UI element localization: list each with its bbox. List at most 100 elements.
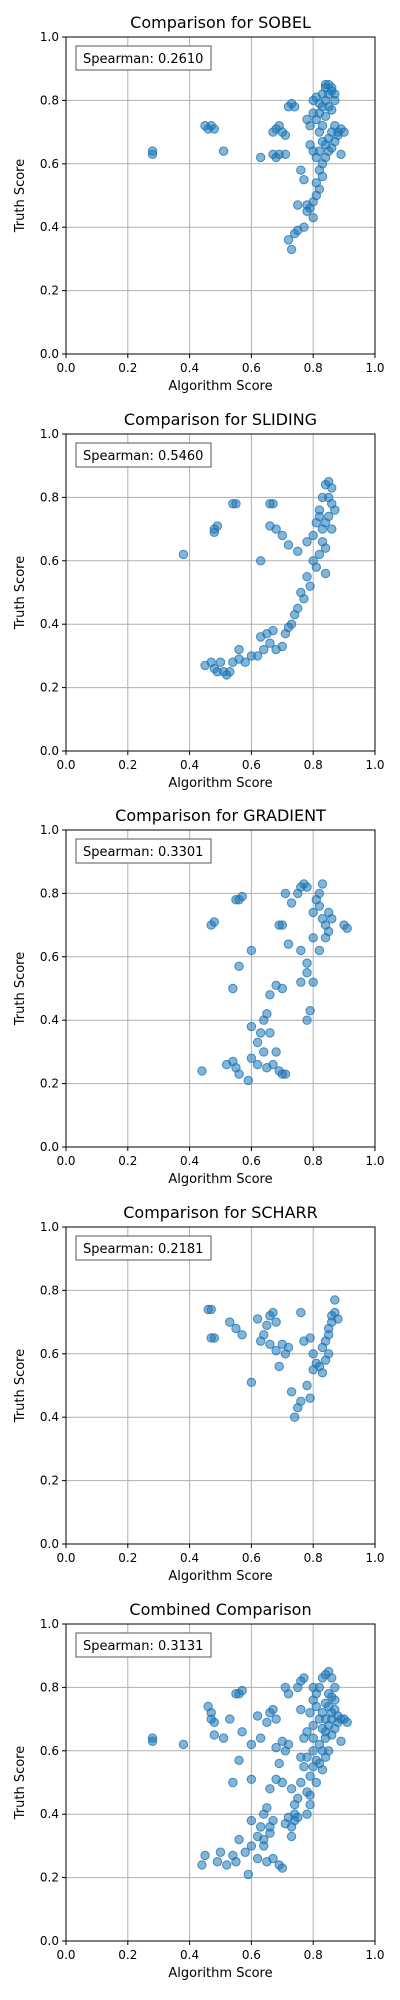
- scatter-point: [327, 524, 337, 534]
- scatter-point: [302, 958, 312, 968]
- scatter-point: [317, 136, 328, 147]
- scatter-point: [259, 1330, 269, 1340]
- y-tick-label: 0.8: [40, 93, 59, 107]
- scatter-point: [252, 651, 263, 661]
- scatter-point: [299, 1761, 309, 1772]
- y-tick-label: 0.6: [40, 1347, 59, 1361]
- scatter-point: [289, 1815, 300, 1826]
- scatter-point: [246, 1053, 257, 1063]
- scatter-point: [234, 961, 244, 972]
- scatter-point: [305, 1708, 315, 1718]
- scatter-point: [330, 1682, 340, 1693]
- scatter-point: [308, 977, 318, 987]
- scatter-point: [305, 581, 315, 591]
- scatter-point: [252, 1711, 263, 1721]
- plot-frame: [65, 1623, 376, 1942]
- scatter-point: [308, 212, 318, 223]
- scatter-point: [299, 594, 309, 604]
- scatter-point: [268, 1059, 278, 1070]
- scatter-point: [296, 1777, 306, 1788]
- scatter-point: [305, 1005, 315, 1016]
- scatter-point: [342, 1717, 352, 1727]
- scatter-point: [308, 1746, 318, 1756]
- scatter-point: [255, 152, 266, 163]
- spearman-label: Spearman: 0.2610: [83, 52, 203, 67]
- scatter-point: [218, 1733, 229, 1743]
- scatter-point: [262, 1717, 272, 1727]
- scatter-point: [147, 149, 158, 159]
- spearman-box: [75, 1632, 212, 1658]
- scatter-point: [314, 945, 325, 956]
- y-tick-label: 0.8: [40, 886, 59, 900]
- x-tick-label: 0.8: [304, 1154, 323, 1168]
- scatter-point: [255, 556, 266, 566]
- scatter-point: [240, 1847, 250, 1857]
- scatter-point: [206, 1304, 216, 1315]
- scatter-point: [252, 1037, 263, 1048]
- scatter-point: [197, 1066, 207, 1076]
- scatter-point: [209, 1333, 220, 1343]
- scatter-point: [252, 1059, 263, 1070]
- scatter-point: [268, 1704, 278, 1715]
- y-tick-label: 0.6: [40, 1744, 59, 1758]
- y-tick-label: 0.0: [40, 1537, 59, 1551]
- scatter-point: [286, 244, 297, 255]
- spearman-label: Spearman: 0.2181: [83, 1242, 203, 1257]
- scatter-point: [323, 1349, 334, 1359]
- scatter-point: [280, 149, 291, 159]
- x-tick-label: 0.4: [180, 758, 199, 772]
- x-tick-label: 0.8: [304, 1551, 323, 1565]
- x-tick-label: 0.2: [118, 361, 137, 375]
- scatter-point: [289, 102, 300, 112]
- scatter-point: [283, 540, 294, 550]
- chart-title: Comparison for SCHARR: [123, 1203, 318, 1222]
- scatter-point: [277, 983, 287, 994]
- scatter-point: [311, 562, 321, 572]
- scatter-point: [314, 184, 325, 194]
- scatter-point: [296, 1396, 306, 1407]
- x-axis-label: Algorithm Score: [168, 1966, 272, 1981]
- scatter-point: [277, 1863, 287, 1873]
- x-axis-label: Algorithm Score: [168, 1569, 272, 1584]
- scatter-point: [274, 1361, 284, 1372]
- y-tick-label: 0.8: [40, 1680, 59, 1694]
- scatter-point: [299, 1673, 309, 1683]
- scatter-point: [262, 1803, 272, 1813]
- scatter-point: [299, 222, 309, 232]
- x-tick-label: 1.0: [365, 361, 384, 375]
- scatter-point: [320, 111, 331, 121]
- scatter-point: [280, 888, 291, 899]
- scatter-point: [277, 920, 287, 930]
- scatter-point: [243, 1869, 254, 1880]
- scatter-point: [265, 1784, 275, 1794]
- scatter-point: [234, 1069, 244, 1079]
- scatter-point: [246, 1377, 257, 1388]
- y-tick-label: 0.6: [40, 554, 59, 568]
- scatter-point: [231, 1857, 241, 1867]
- scatter-point: [333, 1314, 343, 1324]
- y-tick-label: 0.2: [40, 1871, 59, 1885]
- scatter-point: [271, 1047, 281, 1057]
- scatter-point: [293, 200, 303, 210]
- chart-panel: Comparison for SCHARR 0.0 0.2 0.4 0.6 0.8 1.0 0…: [13, 1203, 385, 1584]
- scatter-point: [289, 1412, 300, 1422]
- scatter-point: [314, 1682, 325, 1693]
- scatter-point: [305, 1790, 315, 1800]
- scatter-point: [209, 1717, 220, 1727]
- scatter-point: [255, 1028, 266, 1038]
- y-tick-label: 0.0: [40, 1140, 59, 1154]
- x-tick-label: 0.2: [118, 1154, 137, 1168]
- scatter-point: [225, 1714, 235, 1724]
- scatter-point: [197, 1860, 207, 1870]
- scatter-point: [209, 1730, 220, 1740]
- x-tick-label: 0.0: [56, 361, 75, 375]
- scatter-point: [327, 105, 337, 115]
- scatter-point: [246, 1815, 257, 1826]
- x-tick-label: 0.0: [56, 1154, 75, 1168]
- scatter-point: [308, 530, 318, 541]
- scatter-point: [225, 1317, 235, 1327]
- scatter-point: [327, 1673, 337, 1683]
- scatter-point: [296, 1752, 306, 1762]
- y-tick-label: 1.0: [40, 30, 59, 44]
- y-tick-label: 0.0: [40, 347, 59, 361]
